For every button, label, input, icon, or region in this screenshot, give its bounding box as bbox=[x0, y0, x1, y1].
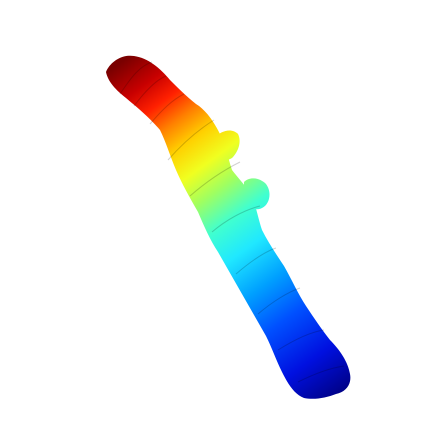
shape-body bbox=[106, 55, 351, 399]
shape-bump-lower bbox=[244, 178, 270, 210]
shape-bump-upper bbox=[214, 130, 240, 161]
color-bands bbox=[119, 61, 345, 383]
